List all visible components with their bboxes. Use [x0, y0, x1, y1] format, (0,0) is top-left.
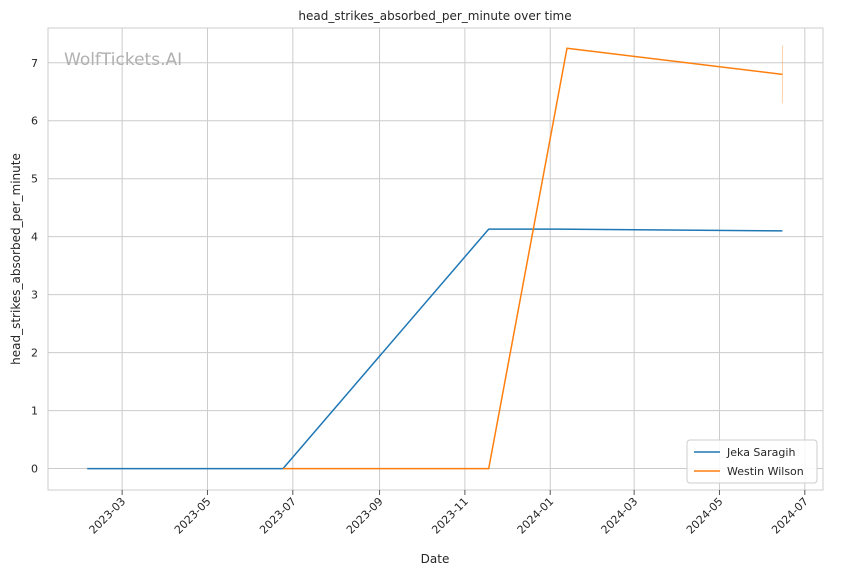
legend-box: [686, 439, 818, 484]
y-tick-label: 5: [31, 173, 38, 186]
legend: Jeka Saragih Westin Wilson: [686, 439, 818, 484]
x-tick-label: 2023-05: [172, 495, 214, 537]
plot-area-frame: [47, 27, 824, 491]
legend-label-jeka-saragih: Jeka Saragih: [726, 446, 795, 459]
y-tick-label: 0: [31, 463, 38, 476]
y-tick-label: 2: [31, 347, 38, 360]
y-tick-label: 3: [31, 289, 38, 302]
x-tick-label: 2024-05: [684, 495, 726, 537]
y-axis-ticks: 0 1 2 3 4 5 6 7: [31, 57, 38, 476]
y-tick-label: 1: [31, 405, 38, 418]
y-axis-title: head_strikes_absorbed_per_minute: [9, 153, 23, 365]
series-line-westin-wilson: [283, 47, 783, 470]
x-axis-title: Date: [421, 552, 450, 566]
y-tick-label: 6: [31, 115, 38, 128]
series-layer: [87, 45, 783, 470]
x-tick-label: 2023-09: [344, 495, 386, 537]
watermark: WolfTickets.AI: [64, 50, 182, 70]
x-tick-label: 2024-07: [769, 495, 811, 537]
x-tick-label: 2023-11: [429, 495, 471, 537]
chart-title: head_strikes_absorbed_per_minute over ti…: [298, 9, 571, 23]
y-tick-label: 7: [31, 57, 38, 70]
x-tick-label: 2024-03: [599, 495, 641, 537]
x-axis-ticks: 2023-03 2023-05 2023-07 2023-09 2023-11 2024-…: [87, 490, 811, 537]
x-tick-label: 2023-07: [257, 495, 299, 537]
series-line-jeka-saragih: [87, 228, 783, 470]
y-tick-label: 4: [31, 231, 38, 244]
x-tick-label: 2024-01: [515, 495, 557, 537]
grid-lines: [48, 28, 823, 490]
legend-label-westin-wilson: Westin Wilson: [727, 465, 804, 478]
x-tick-label: 2023-03: [87, 495, 129, 537]
